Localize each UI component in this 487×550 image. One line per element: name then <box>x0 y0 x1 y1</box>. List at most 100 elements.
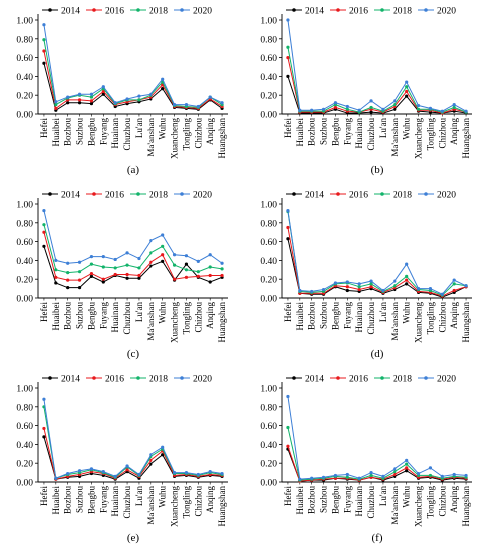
series-line <box>287 396 467 480</box>
data-point <box>298 477 302 481</box>
data-point <box>345 285 349 289</box>
data-point <box>149 264 153 268</box>
data-point <box>369 473 373 478</box>
data-point <box>286 444 290 448</box>
data-point <box>196 274 200 278</box>
data-point <box>369 110 373 114</box>
legend-swatch-marker <box>180 376 184 380</box>
series-line <box>43 210 223 264</box>
series-line <box>287 211 467 296</box>
data-point <box>42 38 46 42</box>
data-point <box>89 102 94 106</box>
data-point <box>208 280 212 284</box>
data-point <box>89 271 94 276</box>
data-point <box>42 223 46 227</box>
x-tick-label: Hefei <box>283 302 293 322</box>
data-point <box>66 271 70 275</box>
legend-swatch-marker <box>380 192 384 196</box>
x-tick-label: Tongling <box>181 118 191 151</box>
legend-label: 2018 <box>393 7 412 17</box>
data-point <box>452 282 456 286</box>
data-point <box>125 464 129 468</box>
series-line <box>287 227 467 297</box>
x-tick-label: Chizhou <box>437 486 447 517</box>
data-point <box>452 278 456 282</box>
x-tick-label: Xuancheng <box>414 302 424 343</box>
data-point <box>393 470 397 474</box>
data-point <box>101 277 105 281</box>
x-tick-label: Tongling <box>425 118 435 151</box>
series-line <box>43 39 223 108</box>
data-point <box>357 476 361 480</box>
x-tick-label: Wuhu <box>158 486 168 508</box>
chart-panel: 0.00 0.20 0.40 0.60 0.80 1.00 Hefei Huaibei Bozh… <box>260 375 472 544</box>
data-point <box>137 273 141 278</box>
data-point <box>89 274 94 278</box>
data-point <box>161 259 165 263</box>
y-tick-label: 1.00 <box>260 17 277 27</box>
x-tick-label: Huaibei <box>51 302 61 331</box>
data-point <box>286 18 290 22</box>
data-point <box>66 261 70 265</box>
x-tick-label: Hefei <box>39 486 49 506</box>
data-point <box>220 267 224 271</box>
data-point <box>369 471 373 475</box>
data-point <box>393 99 397 103</box>
data-point <box>149 251 153 255</box>
data-point <box>66 95 70 99</box>
chart-panel: 0.00 0.20 0.40 0.60 0.80 1.00 Hefei Huaibei Bozh… <box>16 191 228 360</box>
data-point <box>161 77 165 81</box>
data-point <box>220 471 224 476</box>
x-tick-label: Chizhou <box>193 302 203 333</box>
x-tick-label: Chuzhou <box>122 302 132 335</box>
y-tick-label: 0.20 <box>16 276 33 286</box>
data-point <box>137 94 141 98</box>
data-point <box>428 106 433 110</box>
data-point <box>77 286 82 290</box>
data-point <box>220 273 224 278</box>
y-tick-label: 0.20 <box>260 92 277 102</box>
y-tick-label: 0.60 <box>16 422 33 432</box>
data-point <box>208 470 212 474</box>
x-tick-label: Fuyang <box>342 302 352 330</box>
data-point <box>161 244 165 248</box>
y-tick-label: 0.40 <box>260 257 277 267</box>
data-point <box>393 103 397 107</box>
x-tick-label: Chizhou <box>193 118 203 149</box>
data-point <box>196 472 200 477</box>
data-point <box>101 470 105 474</box>
data-point <box>172 253 177 257</box>
data-point <box>42 208 46 213</box>
x-tick-label: Bengbu <box>330 302 340 330</box>
legend-swatch-marker <box>336 192 340 196</box>
data-point <box>149 458 153 462</box>
x-tick-label: Fuyang <box>342 118 352 146</box>
x-tick-label: Xuancheng <box>414 486 424 527</box>
x-tick-label: Anqing <box>205 302 215 330</box>
series-line <box>287 238 467 298</box>
x-tick-label: Bengbu <box>330 486 340 514</box>
data-point <box>42 61 46 65</box>
x-tick-label: Suzhou <box>319 486 329 514</box>
x-tick-label: Lu'an <box>378 118 388 139</box>
data-point <box>286 208 290 213</box>
legend-label: 2016 <box>105 7 124 17</box>
series-line <box>43 24 223 108</box>
data-point <box>196 104 200 109</box>
x-tick-label: Bozhou <box>63 486 73 514</box>
data-point <box>416 471 421 476</box>
legend-swatch-marker <box>424 192 428 196</box>
x-tick-label: Ma'anshan <box>390 302 400 341</box>
legend-label: 2014 <box>305 191 324 201</box>
legend-label: 2020 <box>193 375 212 385</box>
data-point <box>345 107 349 111</box>
data-point <box>113 257 117 262</box>
legend-label: 2014 <box>61 7 80 17</box>
legend-label: 2020 <box>437 375 456 385</box>
x-tick-label: Huainan <box>354 486 364 517</box>
data-point <box>89 92 94 96</box>
y-tick-label: 0.80 <box>16 403 33 413</box>
x-tick-label: Anqing <box>205 118 215 146</box>
data-point <box>405 80 409 84</box>
legend-swatch-marker <box>336 376 340 380</box>
